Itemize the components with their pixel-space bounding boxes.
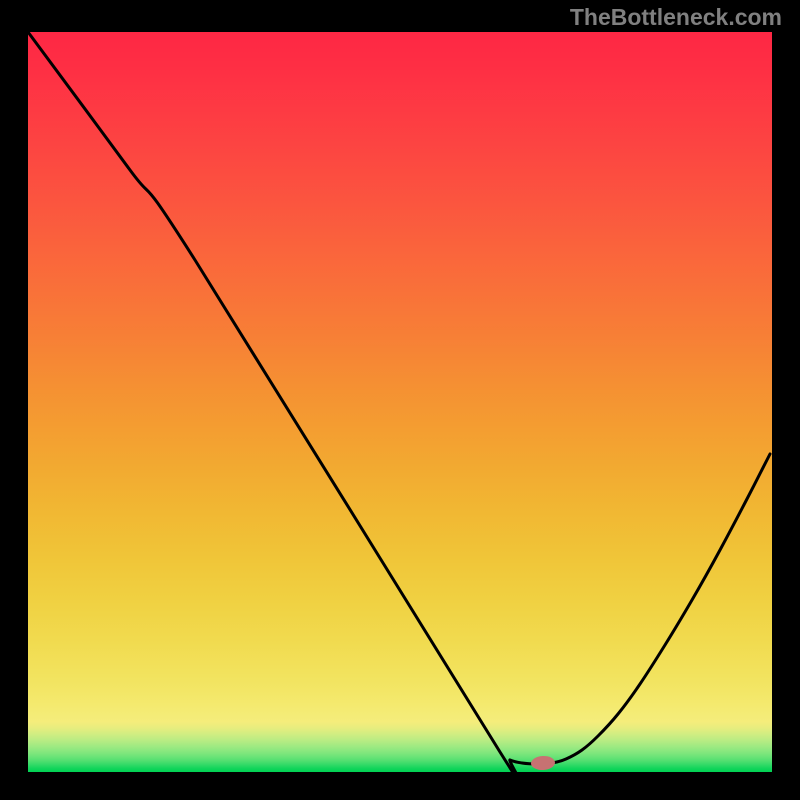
watermark-text: TheBottleneck.com	[570, 4, 782, 31]
bottleneck-chart	[0, 0, 800, 800]
chart-frame: TheBottleneck.com	[0, 0, 800, 800]
plot-background	[28, 32, 772, 772]
